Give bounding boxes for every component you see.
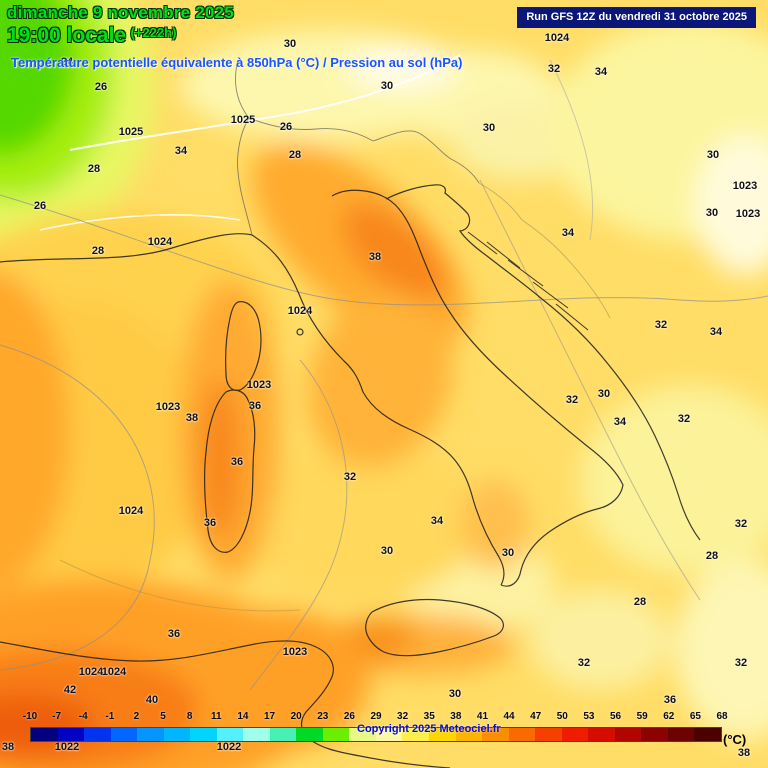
colorbar-tick: 26	[343, 711, 355, 722]
colorbar-segment	[84, 728, 111, 741]
colorbar-segment	[402, 728, 429, 741]
colorbar-segment	[190, 728, 217, 741]
country-borders	[235, 59, 611, 319]
colorbar-tick: 5	[160, 711, 166, 722]
unit-label: (°C)	[723, 732, 747, 747]
colorbar-tick: 2	[133, 711, 140, 722]
colorbar-segment	[375, 728, 403, 741]
colorbar-tick: 41	[476, 711, 489, 722]
colorbar-tick: -1	[105, 711, 115, 722]
colorbar-tick: 8	[186, 711, 193, 722]
date-label: dimanche 9 novembre 2025	[7, 3, 234, 22]
colorbar-tick: 35	[423, 711, 435, 722]
colorbar-segment	[614, 728, 642, 741]
run-info-badge: Run GFS 12Z du vendredi 31 octobre 2025	[517, 7, 756, 28]
colorbar-segment	[561, 728, 589, 741]
colorbar-segment	[269, 728, 297, 741]
colorbar-tick: -7	[52, 711, 62, 722]
colorbar-tick: 20	[290, 711, 302, 722]
map-header: dimanche 9 novembre 2025 19:00 locale (+…	[7, 3, 462, 70]
contour-lines	[0, 54, 768, 691]
colorbar: -10 -7 -4 -1 2 5 8 11 14 17 20 23 26 29 32 35 38 41 44 47 50…	[23, 711, 728, 742]
colorbar-segment	[428, 728, 456, 741]
forecast-offset-label: (+222h)	[130, 25, 177, 40]
colorbar-tick: 29	[370, 711, 382, 722]
colorbar-segment	[322, 728, 350, 741]
colorbar-segment	[31, 728, 58, 741]
colorbar-tick: 23	[317, 711, 329, 722]
colorbar-tick: 44	[503, 711, 515, 722]
colorbar-segment	[57, 728, 85, 741]
colorbar-segment	[667, 728, 695, 741]
colorbar-tick: 38	[450, 711, 462, 722]
colorbar-tick: 11	[211, 711, 222, 722]
colorbar-tick: 65	[689, 711, 701, 722]
colorbar-segment	[137, 728, 164, 741]
colorbar-segment	[110, 728, 138, 741]
colorbar-tick: 68	[716, 711, 728, 722]
colorbar-tick: 50	[556, 711, 568, 722]
colorbar-segment	[694, 728, 721, 741]
colorbar-segment	[349, 728, 376, 741]
map-parameter-subtitle: Température potentielle équivalente à 85…	[11, 55, 463, 70]
colorbar-segment	[243, 728, 270, 741]
colorbar-tick: 14	[237, 711, 249, 722]
copyright-label: Copyright 2025 Meteociel.fr	[357, 723, 501, 735]
colorbar-segment	[163, 728, 191, 741]
local-time-label: 19:00 locale	[7, 24, 127, 47]
colorbar-tick: 59	[636, 711, 648, 722]
colorbar-segment	[216, 728, 244, 741]
colorbar-segment	[455, 728, 483, 741]
colorbar-tick: -10	[22, 711, 38, 722]
colorbar-segment	[641, 728, 668, 741]
colorbar-segment	[588, 728, 615, 741]
colorbar-tick: 56	[609, 711, 622, 722]
colorbar-segment	[508, 728, 536, 741]
colorbar-tick: -4	[78, 711, 88, 722]
colorbar-tick: 62	[663, 711, 675, 722]
colorbar-segment	[482, 728, 509, 741]
colorbar-tick: 47	[530, 711, 542, 722]
coastlines	[0, 184, 701, 768]
colorbar-tick: 17	[263, 711, 276, 722]
colorbar-segment	[296, 728, 323, 741]
colorbar-segment	[535, 728, 562, 741]
time-row: 19:00 locale (+222h)	[7, 24, 462, 48]
colorbar-tick: 32	[397, 711, 409, 722]
colorbar-gradient	[30, 727, 722, 742]
colorbar-tick: 53	[583, 711, 595, 722]
colorbar-ticks: -10 -7 -4 -1 2 5 8 11 14 17 20 23 26 29 32 35 38 41 44 47 50…	[23, 711, 728, 725]
